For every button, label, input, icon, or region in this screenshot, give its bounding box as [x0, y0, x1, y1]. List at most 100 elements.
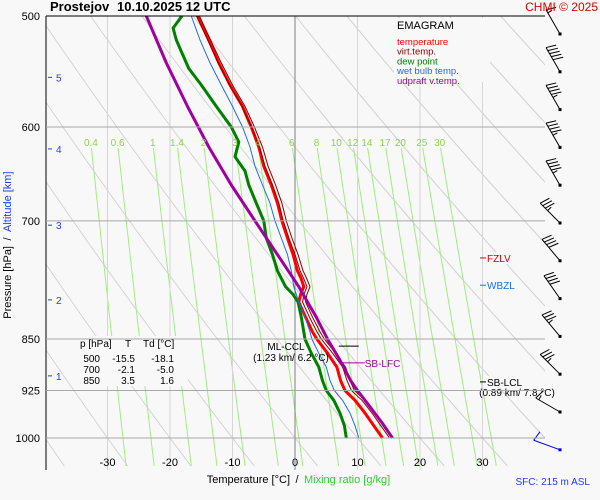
- y-axis-label-separator: /: [2, 237, 14, 241]
- wind-barb-flag: [549, 50, 560, 55]
- wind-barb-station-dot: [558, 108, 562, 112]
- summary-table-header: p [hPa]: [80, 339, 112, 350]
- wind-barb-half-flag: [548, 319, 553, 324]
- mixing-ratio-line: [117, 147, 155, 467]
- mixing-ratio-label: 30: [434, 138, 446, 149]
- wind-barb-staff: [543, 275, 561, 299]
- wind-barb: [541, 234, 562, 263]
- mixing-ratio-label: 10: [331, 138, 343, 149]
- wind-barb-flag: [541, 310, 552, 316]
- wind-barb-station-dot: [558, 70, 562, 74]
- mixing-ratio-label: 12: [347, 138, 359, 149]
- series-line-dew-point: [171, 15, 348, 439]
- wind-barb: [539, 349, 562, 376]
- mixing-ratio-line: [336, 147, 387, 467]
- wind-barb-flag: [543, 271, 555, 277]
- x-axis-label: Temperature [°C]: [207, 474, 290, 486]
- mixing-ratio-label: 17: [379, 138, 391, 149]
- wind-barb-staff: [545, 9, 561, 35]
- mixing-ratio-line: [177, 147, 218, 467]
- station-name: Prostejov: [50, 0, 110, 14]
- mixing-ratio-label: 0.4: [84, 138, 98, 149]
- wind-barb-flag: [551, 91, 562, 95]
- wind-barb-flag: [549, 126, 560, 130]
- mixing-ratio-line: [292, 147, 340, 467]
- wind-barb-flag: [539, 349, 550, 355]
- level-label-background: [486, 279, 520, 292]
- y-tick-label: 850: [22, 334, 40, 346]
- level-label-background: [486, 251, 520, 264]
- wind-barb-station-dot: [558, 448, 562, 452]
- wind-barb-station-dot: [558, 221, 562, 225]
- altitude-tick-label: 1: [56, 372, 62, 383]
- datetime: 10.10.2025 12 UTC: [117, 0, 231, 14]
- wind-barb-flag: [551, 167, 562, 171]
- mixing-ratio-line: [90, 147, 127, 467]
- wind-barb-flag: [547, 277, 559, 282]
- wind-barb-flag: [551, 129, 562, 133]
- summary-table-cell: -18.1: [151, 354, 174, 365]
- wind-barb: [533, 431, 562, 452]
- mixing-ratio-label: 14: [361, 138, 373, 149]
- x-tick-label: -30: [100, 457, 116, 469]
- wind-barb-flag: [541, 234, 552, 240]
- legend-item: wet bulb temp.: [396, 66, 459, 77]
- wind-barb-layer: [533, 6, 564, 452]
- y-tick-label: 700: [22, 216, 40, 228]
- wind-barb-flag: [548, 242, 559, 248]
- wind-barb-flag: [549, 88, 560, 92]
- legend-title: EMAGRAM: [397, 20, 454, 32]
- surface-elevation: SFC: 215 m ASL: [516, 477, 591, 488]
- wind-barb: [543, 271, 562, 301]
- wind-barb-half-flag: [547, 206, 552, 211]
- wind-barb-flag: [544, 313, 555, 319]
- wind-barb-flag: [546, 315, 557, 321]
- wind-barb-flag: [547, 47, 559, 52]
- wind-barb: [545, 158, 562, 187]
- wind-barb-half-flag: [552, 132, 558, 136]
- mixing-ratio-label: 1: [150, 138, 156, 149]
- wind-barb: [539, 197, 562, 225]
- x-tick-label: -10: [225, 457, 241, 469]
- mixing-ratio-line: [385, 147, 439, 467]
- dry-adiabat: [0, 16, 1, 466]
- summary-table-background: [76, 336, 188, 386]
- x-tick-label: 0: [292, 457, 298, 469]
- wind-barb-staff: [539, 202, 561, 224]
- wind-barb-station-dot: [558, 183, 562, 187]
- legend-background: [394, 18, 490, 82]
- wind-barb: [535, 390, 562, 414]
- wind-barb-flag: [545, 6, 557, 11]
- level-label-fzlv: FZLV: [487, 254, 511, 265]
- summary-table-cell: 500: [83, 354, 100, 365]
- summary-table-cell: -5.0: [157, 365, 175, 376]
- mixing-ratio-label: 3: [232, 138, 238, 149]
- altitude-tick-label: 2: [56, 296, 62, 307]
- wind-barb-half-flag: [547, 9, 553, 14]
- dry-adiabat: [46, 24, 382, 467]
- wind-barb-flag: [544, 237, 555, 243]
- wind-barb-flag: [545, 158, 557, 162]
- x-tick-label: -20: [162, 457, 178, 469]
- y-tick-label: 500: [22, 11, 40, 23]
- wind-barb-station-dot: [558, 334, 562, 338]
- wind-barb-half-flag: [552, 170, 558, 174]
- altitude-tick-label: 3: [56, 221, 62, 232]
- mixing-ratio-label: 0.6: [111, 138, 125, 149]
- dry-adiabat: [552, 16, 600, 466]
- level-label-background: [486, 375, 526, 388]
- wind-barb-station-dot: [558, 372, 562, 376]
- x-tick-label: 20: [414, 457, 426, 469]
- series-line-wet-bulb-temp: [190, 15, 360, 439]
- wind-barb-flag: [545, 120, 557, 124]
- summary-table-header: Td [°C]: [143, 339, 174, 350]
- summary-table-cell: 850: [83, 376, 100, 387]
- level-label-wbzl: WBZL: [487, 281, 515, 292]
- y-axis-label: Pressure [hPa]: [2, 246, 14, 319]
- mixing-ratio-line: [203, 147, 246, 467]
- wind-barb-flag: [535, 390, 544, 399]
- wind-barb-flag: [546, 240, 557, 246]
- wind-barb: [541, 310, 562, 338]
